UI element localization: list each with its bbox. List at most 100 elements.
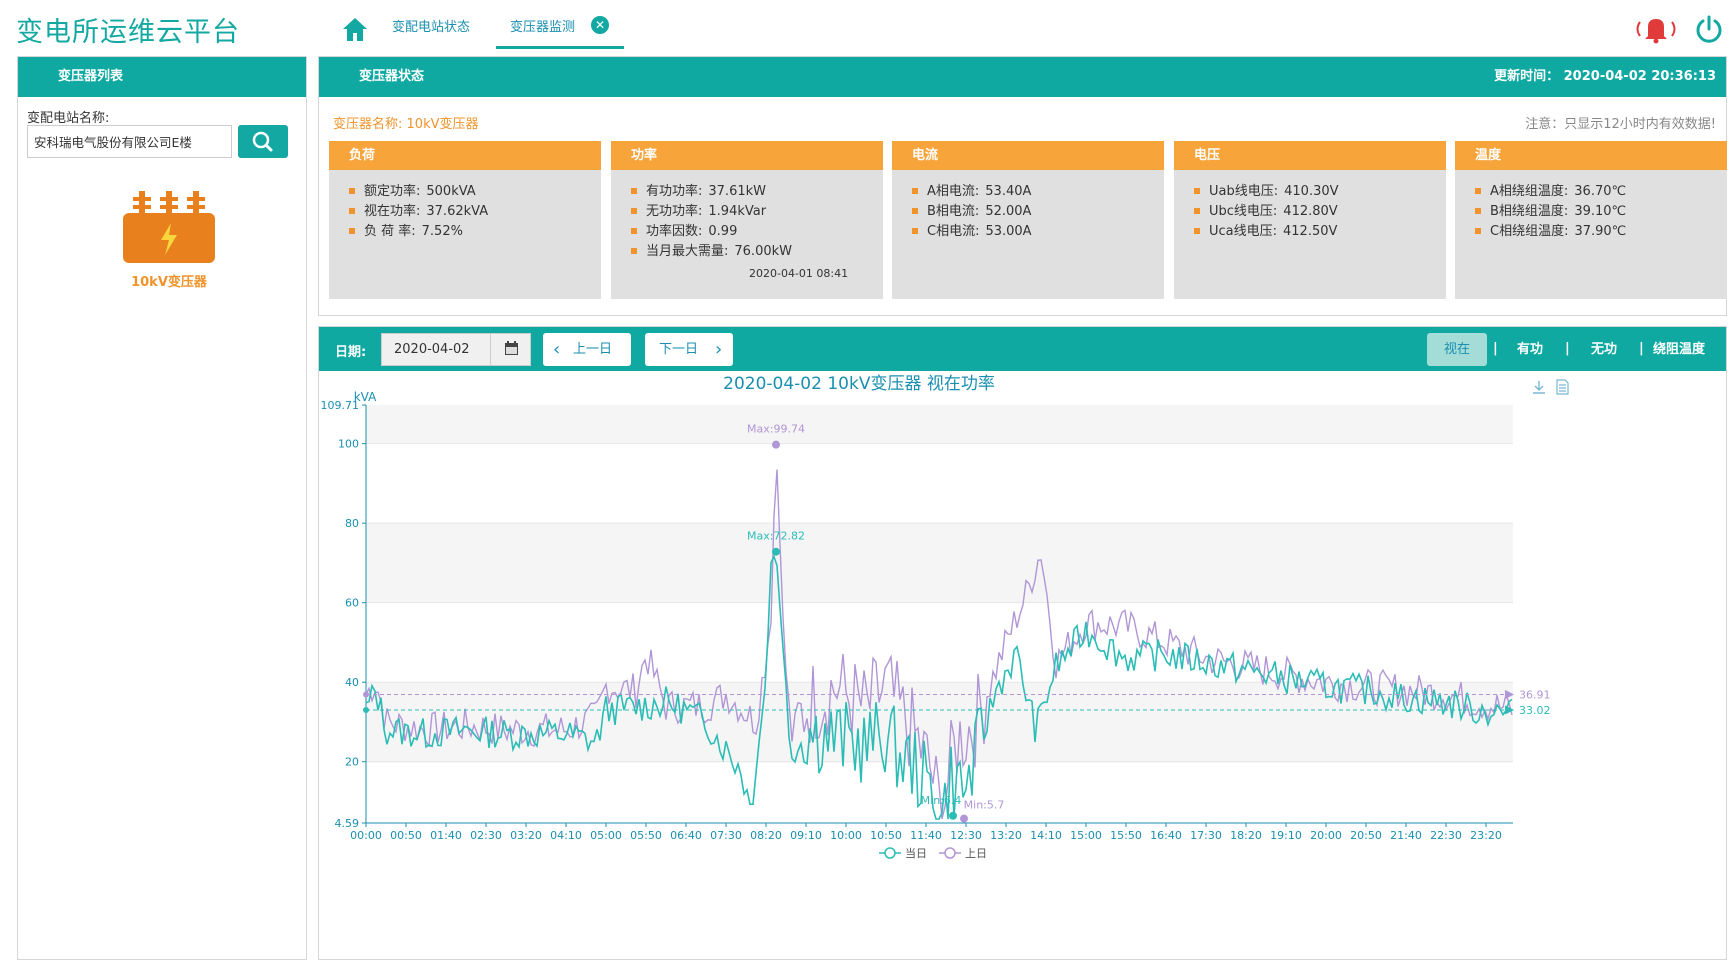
x-tick-label: 01:40 bbox=[430, 829, 462, 842]
chart-panel: 日期: 2020-04-02 ‹ 上一日 下一日 › 视在 | 有功 | 无功 … bbox=[318, 326, 1727, 960]
card-item: 功率因数: 0.99 bbox=[631, 222, 883, 242]
update-time-label: 更新时间： bbox=[1494, 69, 1560, 84]
card-item-value: 76.00kW bbox=[734, 244, 792, 259]
x-tick-label: 10:50 bbox=[870, 829, 902, 842]
tab-station-status[interactable]: 变配电站状态 bbox=[392, 20, 471, 35]
x-tick-label: 08:20 bbox=[750, 829, 782, 842]
series-line-previous-day bbox=[365, 469, 1513, 820]
top-bar: 变电所运维云平台 变配电站状态 变压器监测 ✕ bbox=[0, 0, 1733, 55]
avg-arrow bbox=[1504, 705, 1515, 715]
card-item: A相电流: 53.40A bbox=[912, 182, 1164, 202]
card-item: Uca线电压: 412.50V bbox=[1194, 222, 1446, 242]
x-tick-label: 05:50 bbox=[630, 829, 662, 842]
avg-start-point bbox=[363, 706, 369, 713]
card-item: 有功功率: 37.61kW bbox=[631, 182, 883, 202]
card-item-value: 36.70℃ bbox=[1574, 184, 1627, 199]
avg-value-label: 33.02 bbox=[1519, 704, 1551, 717]
bullet-icon bbox=[349, 227, 355, 234]
type-winding-temp-button[interactable]: 绕阻温度 bbox=[1653, 342, 1706, 357]
search-icon bbox=[252, 131, 273, 152]
card-item: 无功功率: 1.94kVar bbox=[631, 202, 883, 222]
calendar-button[interactable] bbox=[491, 333, 531, 366]
status-title: 变压器状态 bbox=[359, 69, 425, 84]
date-input[interactable]: 2020-04-02 bbox=[381, 333, 491, 366]
card-item-value: 53.00A bbox=[985, 224, 1032, 239]
legend-item[interactable]: 当日 bbox=[879, 846, 927, 860]
type-reactive-power-button[interactable]: 无功 bbox=[1591, 342, 1618, 357]
card-item-value: 0.99 bbox=[708, 224, 738, 239]
validity-note: 注意：只显示12小时内有效数据! bbox=[1525, 117, 1716, 132]
grid-band bbox=[366, 523, 1513, 603]
card-item-label: B相绕组温度: bbox=[1490, 204, 1569, 219]
alarm-bell-icon[interactable] bbox=[1632, 14, 1680, 44]
transformer-status-panel: 变压器状态 更新时间： 2020-04-02 20:36:13 变压器名称: 1… bbox=[318, 56, 1727, 316]
card-item-label: 有功功率: bbox=[646, 184, 703, 199]
status-card: 功率 有功功率: 37.61kW 无功功率: 1.94kVar 功率因数: 0.99 当月最大… bbox=[611, 141, 883, 299]
power-icon[interactable] bbox=[1694, 14, 1724, 44]
transformer-icon[interactable] bbox=[121, 187, 217, 265]
card-title: 负荷 bbox=[329, 141, 601, 170]
avg-value-label: 36.91 bbox=[1519, 688, 1551, 701]
legend-item[interactable]: 上日 bbox=[939, 847, 987, 860]
x-tick-label: 05:00 bbox=[590, 829, 622, 842]
type-apparent-button[interactable]: 视在 bbox=[1427, 333, 1487, 366]
x-tick-label: 19:10 bbox=[1270, 829, 1302, 842]
station-name-input[interactable] bbox=[27, 125, 232, 158]
card-item: C相电流: 53.00A bbox=[912, 222, 1164, 242]
status-card: 电压 Uab线电压: 410.30V Ubc线电压: 412.80V Uca线电压: 412… bbox=[1174, 141, 1446, 299]
update-time: 更新时间： 2020-04-02 20:36:13 bbox=[1494, 57, 1716, 97]
x-tick-label: 06:40 bbox=[670, 829, 702, 842]
card-item-label: 功率因数: bbox=[646, 224, 703, 239]
bullet-icon bbox=[631, 247, 637, 254]
x-tick-label: 20:50 bbox=[1350, 829, 1382, 842]
card-item: Ubc线电压: 412.80V bbox=[1194, 202, 1446, 222]
y-tick-label: 60 bbox=[345, 597, 359, 610]
card-item: B相绕组温度: 39.10℃ bbox=[1475, 202, 1727, 222]
card-title: 功率 bbox=[611, 141, 883, 170]
separator: | bbox=[1565, 341, 1570, 356]
data-view-icon[interactable] bbox=[1556, 379, 1569, 395]
max-label: Max:72.82 bbox=[747, 530, 805, 543]
x-tick-label: 13:20 bbox=[990, 829, 1022, 842]
home-icon[interactable] bbox=[340, 14, 370, 44]
min-label: Min:5.7 bbox=[964, 799, 1005, 812]
legend-marker bbox=[884, 847, 896, 859]
transformer-list-title: 变压器列表 bbox=[18, 57, 306, 97]
y-axis-label: kVA bbox=[354, 390, 377, 404]
next-day-button[interactable]: 下一日 › bbox=[645, 333, 733, 366]
transformer-label[interactable]: 10kV变压器 bbox=[131, 275, 207, 290]
x-tick-label: 12:30 bbox=[950, 829, 982, 842]
card-item-value: 7.52% bbox=[421, 224, 463, 239]
prev-day-button[interactable]: ‹ 上一日 bbox=[543, 333, 631, 366]
separator: | bbox=[1639, 341, 1644, 356]
transformer-name: 变压器名称: 10kV变压器 bbox=[333, 113, 479, 132]
close-tab-icon[interactable]: ✕ bbox=[591, 16, 609, 34]
type-active-power-button[interactable]: 有功 bbox=[1517, 342, 1544, 357]
y-tick-label: 4.59 bbox=[335, 817, 360, 830]
card-item-value: 412.80V bbox=[1283, 204, 1338, 219]
bullet-icon bbox=[1194, 207, 1200, 214]
x-tick-label: 03:20 bbox=[510, 829, 542, 842]
card-item-label: Uab线电压: bbox=[1209, 184, 1279, 199]
prev-day-label: 上一日 bbox=[573, 342, 613, 357]
chart-toolbar: 日期: 2020-04-02 ‹ 上一日 下一日 › 视在 | 有功 | 无功 … bbox=[319, 327, 1726, 371]
card-item-label: B相电流: bbox=[927, 204, 980, 219]
bullet-icon bbox=[349, 207, 355, 214]
card-item: C相绕组温度: 37.90℃ bbox=[1475, 222, 1727, 242]
station-name-label: 变配电站名称: bbox=[27, 111, 110, 126]
x-tick-label: 21:40 bbox=[1390, 829, 1422, 842]
transformer-name-label: 变压器名称: bbox=[333, 117, 403, 132]
card-item: 视在功率: 37.62kVA bbox=[349, 202, 601, 222]
chevron-left-icon: ‹ bbox=[553, 339, 561, 360]
separator: | bbox=[1493, 341, 1498, 356]
search-button[interactable] bbox=[238, 125, 288, 158]
card-item: 额定功率: 500kVA bbox=[349, 182, 601, 202]
x-tick-label: 18:20 bbox=[1230, 829, 1262, 842]
tab-transformer-monitor[interactable]: 变压器监测 bbox=[510, 20, 576, 35]
status-card: 温度 A相绕组温度: 36.70℃ B相绕组温度: 39.10℃ C相绕组温度: 37.90… bbox=[1455, 141, 1727, 299]
x-tick-label: 20:00 bbox=[1310, 829, 1342, 842]
download-icon[interactable] bbox=[1533, 381, 1545, 394]
x-tick-label: 15:50 bbox=[1110, 829, 1142, 842]
card-item-label: C相电流: bbox=[927, 224, 980, 239]
card-item: 负 荷 率: 7.52% bbox=[349, 222, 601, 242]
